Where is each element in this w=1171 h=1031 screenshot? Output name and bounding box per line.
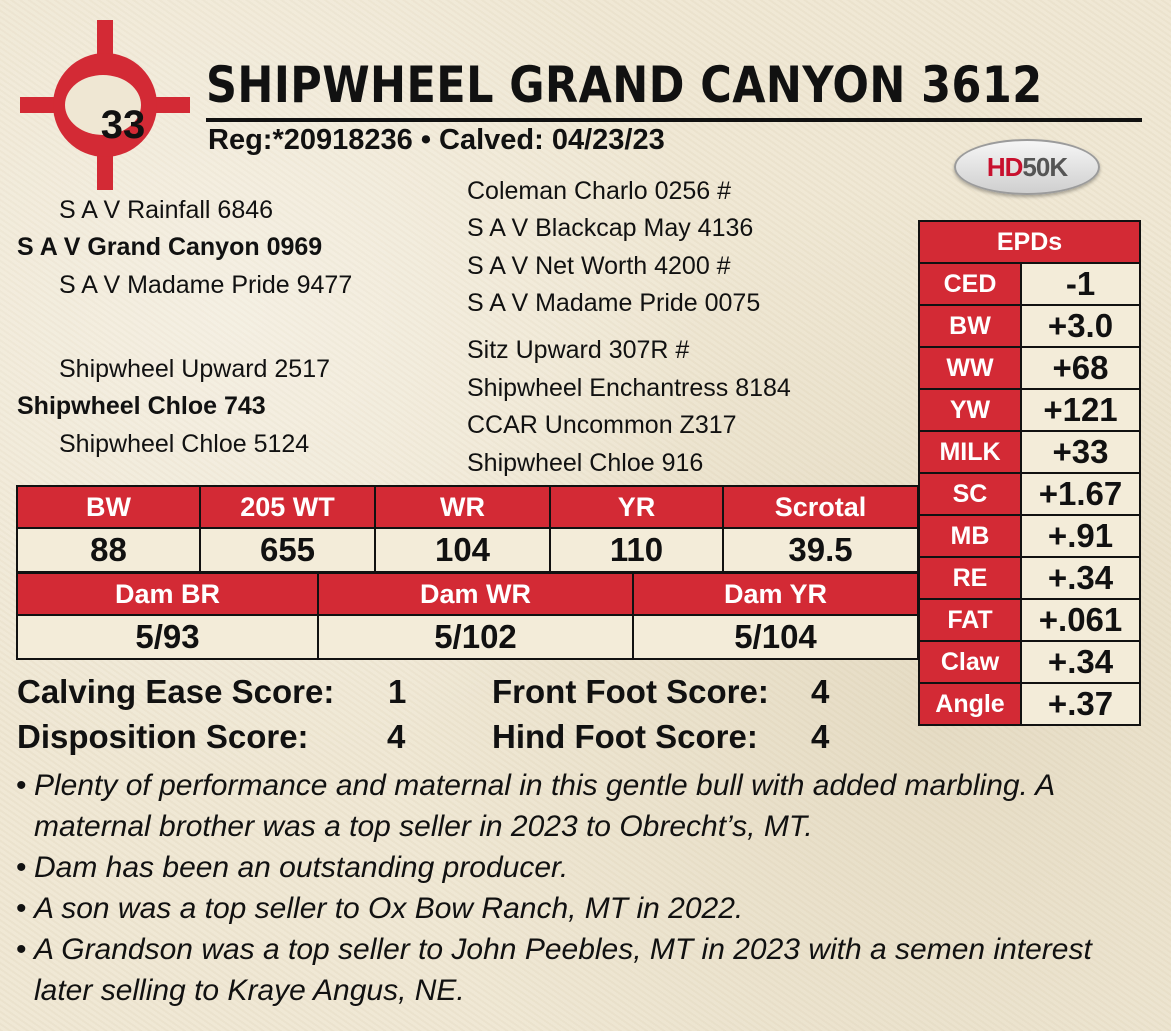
epd-value: +33 <box>1020 430 1141 474</box>
dam-ratio-header: Dam YR <box>632 572 919 616</box>
disposition-value: 4 <box>387 718 406 755</box>
pedigree-great-grandparent: CCAR Uncommon Z317 <box>467 411 737 439</box>
epd-label: SC <box>918 472 1022 516</box>
notes-list: Plenty of performance and maternal in th… <box>16 765 1146 1011</box>
epd-label: Angle <box>918 682 1022 726</box>
calving-ease-label: Calving Ease Score: <box>17 673 335 710</box>
epd-row: MB +.91 <box>918 514 1141 558</box>
epd-row: Claw +.34 <box>918 640 1141 684</box>
dam-ratio-header: Dam WR <box>317 572 634 616</box>
pedigree-great-grandparent: Shipwheel Chloe 916 <box>467 449 704 477</box>
performance-value: 655 <box>199 527 376 573</box>
performance-header: 205 WT <box>199 485 376 529</box>
dam-ratio-value: 5/93 <box>16 614 319 660</box>
pedigree-sire: S A V Grand Canyon 0969 <box>17 233 323 261</box>
lot-number: 33 <box>100 103 146 147</box>
epd-row: MILK +33 <box>918 430 1141 474</box>
pedigree-great-grandparent: Shipwheel Enchantress 8184 <box>467 374 791 402</box>
performance-header: WR <box>374 485 551 529</box>
dam-ratio-value: 5/102 <box>317 614 634 660</box>
epd-row: RE +.34 <box>918 556 1141 600</box>
epd-row: CED -1 <box>918 262 1141 306</box>
epd-label: BW <box>918 304 1022 348</box>
note-item: Dam has been an outstanding producer. <box>16 847 1146 888</box>
dam-ratio-header: Dam BR <box>16 572 319 616</box>
front-foot-label: Front Foot Score: <box>492 673 769 710</box>
epd-value: +.34 <box>1020 556 1141 600</box>
pedigree-dam-sire: Shipwheel Upward 2517 <box>59 355 331 383</box>
badge-50k-text: 50K <box>1022 151 1068 182</box>
epd-row: Angle +.37 <box>918 682 1141 726</box>
epd-value: +3.0 <box>1020 304 1141 348</box>
epd-value: +.91 <box>1020 514 1141 558</box>
epd-value: +.37 <box>1020 682 1141 726</box>
animal-name: SHIPWHEEL GRAND CANYON 3612 <box>206 56 1043 114</box>
epd-row: SC +1.67 <box>918 472 1141 516</box>
pedigree-great-grandparent: S A V Madame Pride 0075 <box>467 289 761 317</box>
pedigree-great-grandparent: Coleman Charlo 0256 # <box>467 177 732 205</box>
badge-hd-text: HD <box>986 151 1024 182</box>
hd50k-badge: HD 50K <box>954 139 1100 195</box>
epd-row: WW +68 <box>918 346 1141 390</box>
performance-header: YR <box>549 485 724 529</box>
cross-circle-icon <box>20 20 190 190</box>
epd-value: +68 <box>1020 346 1141 390</box>
epd-label: WW <box>918 346 1022 390</box>
epd-label: RE <box>918 556 1022 600</box>
registration-line: Reg:*20918236 • Calved: 04/23/23 <box>208 124 665 156</box>
epd-value: -1 <box>1020 262 1141 306</box>
epd-label: Claw <box>918 640 1022 684</box>
epd-label: CED <box>918 262 1022 306</box>
performance-value: 88 <box>16 527 201 573</box>
epd-table: EPDs CED -1 BW +3.0 WW +68 YW +121 MILK +33 S… <box>918 220 1141 726</box>
hind-foot-value: 4 <box>811 718 830 755</box>
pedigree-sire-sire: S A V Rainfall 6846 <box>59 196 274 224</box>
note-item: Plenty of performance and maternal in th… <box>16 765 1146 847</box>
performance-header: Scrotal <box>722 485 919 529</box>
epd-label: YW <box>918 388 1022 432</box>
pedigree-great-grandparent: S A V Blackcap May 4136 <box>467 214 754 242</box>
epd-value: +121 <box>1020 388 1141 432</box>
epd-row: FAT +.061 <box>918 598 1141 642</box>
epd-value: +.34 <box>1020 640 1141 684</box>
dam-ratio-value: 5/104 <box>632 614 919 660</box>
epd-row: BW +3.0 <box>918 304 1141 348</box>
hind-foot-label: Hind Foot Score: <box>492 718 758 755</box>
pedigree-great-grandparent: S A V Net Worth 4200 # <box>467 252 731 280</box>
epd-row: YW +121 <box>918 388 1141 432</box>
note-item: A son was a top seller to Ox Bow Ranch, … <box>16 888 1146 929</box>
front-foot-value: 4 <box>811 673 830 710</box>
epd-label: MILK <box>918 430 1022 474</box>
performance-value: 104 <box>374 527 551 573</box>
performance-value: 110 <box>549 527 724 573</box>
dam-ratios-table: Dam BR Dam WR Dam YR 5/93 5/102 5/104 <box>16 572 919 660</box>
pedigree-sire-dam: S A V Madame Pride 9477 <box>59 271 353 299</box>
performance-header: BW <box>16 485 201 529</box>
pedigree-dam-dam: Shipwheel Chloe 5124 <box>59 430 310 458</box>
epd-label: MB <box>918 514 1022 558</box>
epd-value: +.061 <box>1020 598 1141 642</box>
pedigree-great-grandparent: Sitz Upward 307R # <box>467 336 690 364</box>
brand-logo: 33 <box>20 20 190 190</box>
calving-ease-value: 1 <box>388 673 407 710</box>
epd-label: FAT <box>918 598 1022 642</box>
disposition-label: Disposition Score: <box>17 718 309 755</box>
epd-header: EPDs <box>918 220 1141 264</box>
performance-value: 39.5 <box>722 527 919 573</box>
note-item: A Grandson was a top seller to John Peeb… <box>16 929 1146 1011</box>
performance-table: BW 205 WT WR YR Scrotal 88 655 104 110 3… <box>16 485 919 573</box>
title-divider <box>206 118 1142 122</box>
epd-value: +1.67 <box>1020 472 1141 516</box>
pedigree-dam: Shipwheel Chloe 743 <box>17 392 266 420</box>
